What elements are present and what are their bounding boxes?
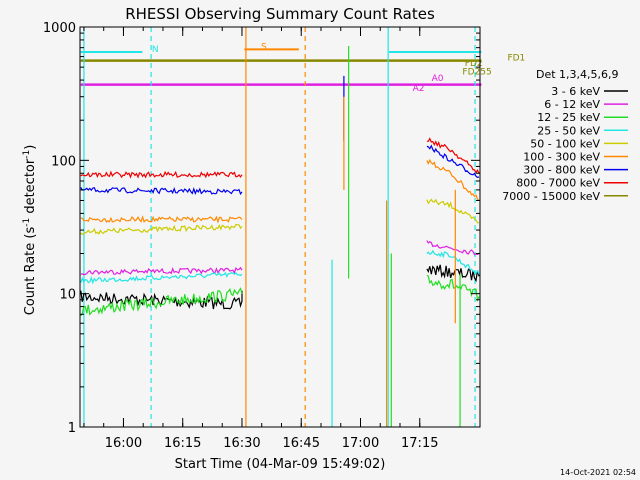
series-line-3-0 — [80, 271, 243, 285]
annotation-0: N — [152, 45, 159, 55]
footer-timestamp: 14-Oct-2021 02:54 — [560, 468, 636, 477]
series-line-5-1 — [426, 158, 480, 201]
series-line-1-1 — [426, 240, 480, 256]
series-line-6-0 — [80, 186, 243, 196]
legend-title: Det 1,3,4,5,6,9 — [536, 68, 619, 81]
legend-label-2: 12 - 25 keV — [537, 111, 600, 124]
series-line-6-1 — [426, 144, 480, 179]
legend-label-3: 25 - 50 keV — [537, 124, 600, 137]
series-line-2-0 — [80, 287, 243, 317]
x-tick-label-2: 16:30 — [223, 436, 260, 451]
series-line-7-1 — [426, 137, 480, 174]
series-line-0-0 — [80, 290, 243, 310]
series-line-7-0 — [80, 170, 243, 179]
y-tick-label-1: 10 — [59, 288, 76, 303]
axes: 1 10 100 1000 16:00 16:15 16:30 16:45 17:00 17:15 — [43, 21, 481, 451]
series-line-4-1 — [426, 198, 480, 224]
legend-label-7: 800 - 7000 keV — [516, 177, 600, 190]
annotation-5: A0 — [432, 74, 444, 84]
y-tick-label-3: 1000 — [43, 21, 76, 36]
legend-label-1: 6 - 12 keV — [544, 98, 600, 111]
x-axis-label: Start Time (04-Mar-09 15:49:02) — [175, 457, 386, 472]
y-tick-label-0: 1 — [68, 421, 76, 436]
annotation-6: A2 — [413, 84, 425, 94]
legend-label-0: 3 - 6 keV — [551, 85, 600, 98]
series-line-0-1 — [426, 264, 480, 283]
plot-frame — [79, 26, 481, 428]
series-line-5-0 — [80, 215, 243, 224]
x-tick-label-3: 16:45 — [283, 436, 320, 451]
legend-label-8: 7000 - 15000 keV — [502, 190, 600, 203]
chart-title: RHESSI Observing Summary Count Rates — [125, 5, 435, 23]
x-tick-label-0: 16:00 — [105, 436, 142, 451]
annotation-1: S — [261, 42, 267, 52]
legend-label-6: 300 - 800 keV — [523, 164, 600, 177]
legend-label-5: 100 - 300 keV — [523, 151, 600, 164]
y-tick-label-2: 100 — [51, 154, 76, 169]
series-line-1-0 — [80, 266, 243, 276]
series-line-2-1 — [426, 274, 480, 303]
y-axis-label: Count Rate (s-1 detector-1) — [22, 145, 38, 316]
x-tick-label-5: 17:15 — [401, 436, 438, 451]
annotation-3: FD2 — [465, 59, 483, 69]
annotation-4: FD255 — [462, 68, 491, 78]
series-line-4-0 — [80, 223, 243, 236]
series-line-3-1 — [426, 249, 480, 275]
annotation-2: FD1 — [507, 54, 525, 64]
x-tick-label-4: 17:00 — [342, 436, 379, 451]
x-tick-label-1: 16:15 — [164, 436, 201, 451]
legend-label-4: 50 - 100 keV — [530, 137, 600, 150]
